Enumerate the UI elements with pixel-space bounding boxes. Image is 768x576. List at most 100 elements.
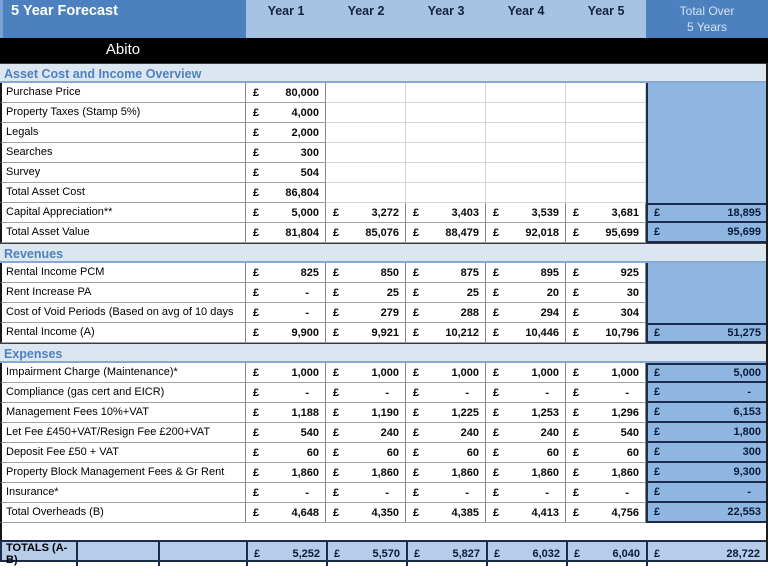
year-value-cell[interactable]: £240: [486, 423, 566, 443]
year-value-cell[interactable]: [326, 123, 406, 143]
row-label-cell[interactable]: Searches: [0, 143, 246, 163]
year-value-cell[interactable]: £ -: [246, 483, 326, 503]
year-value-cell[interactable]: [406, 123, 486, 143]
total-cell[interactable]: [646, 303, 768, 323]
year-value-cell[interactable]: £10,446: [486, 323, 566, 343]
year-value-cell[interactable]: [486, 103, 566, 123]
row-label-cell[interactable]: Survey: [0, 163, 246, 183]
year-value-cell[interactable]: [406, 83, 486, 103]
year-value-cell[interactable]: [566, 183, 646, 203]
totals-label-cell[interactable]: TOTALS (A-B): [2, 542, 78, 566]
year-value-cell[interactable]: £3,272: [326, 203, 406, 223]
year-value-cell[interactable]: [326, 143, 406, 163]
total-cell[interactable]: [646, 163, 768, 183]
total-cell[interactable]: £51,275: [646, 323, 768, 343]
year-value-cell[interactable]: £3,539: [486, 203, 566, 223]
year-value-cell[interactable]: £60: [566, 443, 646, 463]
year-value-cell[interactable]: £288: [406, 303, 486, 323]
year-value-cell[interactable]: £60: [326, 443, 406, 463]
year-value-cell[interactable]: £5,000: [246, 203, 326, 223]
row-label-cell[interactable]: Property Block Management Fees & Gr Rent: [0, 463, 246, 483]
year-value-cell[interactable]: £240: [406, 423, 486, 443]
year-value-cell[interactable]: £1,000: [326, 363, 406, 383]
row-label-cell[interactable]: Property Taxes (Stamp 5%): [0, 103, 246, 123]
year-value-cell[interactable]: £ -: [486, 483, 566, 503]
year-value-cell[interactable]: [486, 143, 566, 163]
year-value-cell[interactable]: £60: [246, 443, 326, 463]
year-value-cell[interactable]: [326, 103, 406, 123]
row-label-cell[interactable]: Impairment Charge (Maintenance)*: [0, 363, 246, 383]
totals-year-cell-1[interactable]: £ 5,252: [248, 542, 328, 566]
total-cell[interactable]: [646, 183, 768, 203]
column-header-year-1[interactable]: Year 1: [246, 0, 326, 38]
year-value-cell[interactable]: £ -: [566, 383, 646, 403]
year-value-cell[interactable]: £4,350: [326, 503, 406, 523]
total-cell[interactable]: [646, 123, 768, 143]
total-cell[interactable]: £9,300: [646, 463, 768, 483]
year-value-cell[interactable]: [486, 83, 566, 103]
section-header[interactable]: Revenues: [0, 243, 768, 263]
year-value-cell[interactable]: £1,000: [486, 363, 566, 383]
property-name[interactable]: Abito: [105, 41, 141, 58]
total-cell[interactable]: [646, 263, 768, 283]
year-value-cell[interactable]: [566, 163, 646, 183]
year-value-cell[interactable]: £ -: [326, 383, 406, 403]
year-value-cell[interactable]: £1,860: [486, 463, 566, 483]
column-header-total[interactable]: Total Over 5 Years: [646, 0, 768, 38]
year-value-cell[interactable]: £4,385: [406, 503, 486, 523]
row-label-cell[interactable]: Compliance (gas cert and EICR): [0, 383, 246, 403]
year-value-cell[interactable]: [406, 183, 486, 203]
year-value-cell[interactable]: £1,000: [246, 363, 326, 383]
row-label-cell[interactable]: Capital Appreciation**: [0, 203, 246, 223]
row-label-cell[interactable]: Management Fees 10%+VAT: [0, 403, 246, 423]
row-label-cell[interactable]: Total Overheads (B): [0, 503, 246, 523]
year-value-cell[interactable]: £825: [246, 263, 326, 283]
year-value-cell[interactable]: £1,190: [326, 403, 406, 423]
year-value-cell[interactable]: £4,413: [486, 503, 566, 523]
year-value-cell[interactable]: [566, 143, 646, 163]
column-header-year-4[interactable]: Year 4: [486, 0, 566, 38]
total-cell[interactable]: [646, 103, 768, 123]
year-value-cell[interactable]: £1,188: [246, 403, 326, 423]
year-value-cell[interactable]: £30: [566, 283, 646, 303]
year-value-cell[interactable]: £20: [486, 283, 566, 303]
year-value-cell[interactable]: £1,000: [566, 363, 646, 383]
year-value-cell[interactable]: [486, 163, 566, 183]
row-label-cell[interactable]: Cost of Void Periods (Based on avg of 10…: [0, 303, 246, 323]
year-value-cell[interactable]: £80,000: [246, 83, 326, 103]
totals-year-cell-5[interactable]: £ 6,040: [568, 542, 648, 566]
row-label-cell[interactable]: Rent Increase PA: [0, 283, 246, 303]
year-value-cell[interactable]: [326, 163, 406, 183]
totals-year-cell-4[interactable]: £ 6,032: [488, 542, 568, 566]
year-value-cell[interactable]: £1,860: [566, 463, 646, 483]
year-value-cell[interactable]: £10,212: [406, 323, 486, 343]
year-value-cell[interactable]: £25: [406, 283, 486, 303]
year-value-cell[interactable]: £ -: [406, 483, 486, 503]
year-value-cell[interactable]: £ -: [566, 483, 646, 503]
year-value-cell[interactable]: £875: [406, 263, 486, 283]
total-cell[interactable]: £95,699: [646, 223, 768, 243]
totals-empty-cell-2[interactable]: [160, 542, 248, 566]
row-label-cell[interactable]: Insurance*: [0, 483, 246, 503]
total-cell[interactable]: [646, 143, 768, 163]
column-header-year-3[interactable]: Year 3: [406, 0, 486, 38]
year-value-cell[interactable]: £1,225: [406, 403, 486, 423]
year-value-cell[interactable]: £1,860: [246, 463, 326, 483]
year-value-cell[interactable]: [326, 183, 406, 203]
year-value-cell[interactable]: £9,900: [246, 323, 326, 343]
year-value-cell[interactable]: £ -: [326, 483, 406, 503]
total-cell[interactable]: [646, 283, 768, 303]
year-value-cell[interactable]: £10,796: [566, 323, 646, 343]
year-value-cell[interactable]: £85,076: [326, 223, 406, 243]
year-value-cell[interactable]: £3,403: [406, 203, 486, 223]
year-value-cell[interactable]: £850: [326, 263, 406, 283]
year-value-cell[interactable]: £25: [326, 283, 406, 303]
year-value-cell[interactable]: £ -: [246, 283, 326, 303]
year-value-cell[interactable]: £60: [406, 443, 486, 463]
year-value-cell[interactable]: [566, 103, 646, 123]
year-value-cell[interactable]: £240: [326, 423, 406, 443]
column-header-year-5[interactable]: Year 5: [566, 0, 646, 38]
total-cell[interactable]: £18,895: [646, 203, 768, 223]
year-value-cell[interactable]: £9,921: [326, 323, 406, 343]
year-value-cell[interactable]: £86,804: [246, 183, 326, 203]
